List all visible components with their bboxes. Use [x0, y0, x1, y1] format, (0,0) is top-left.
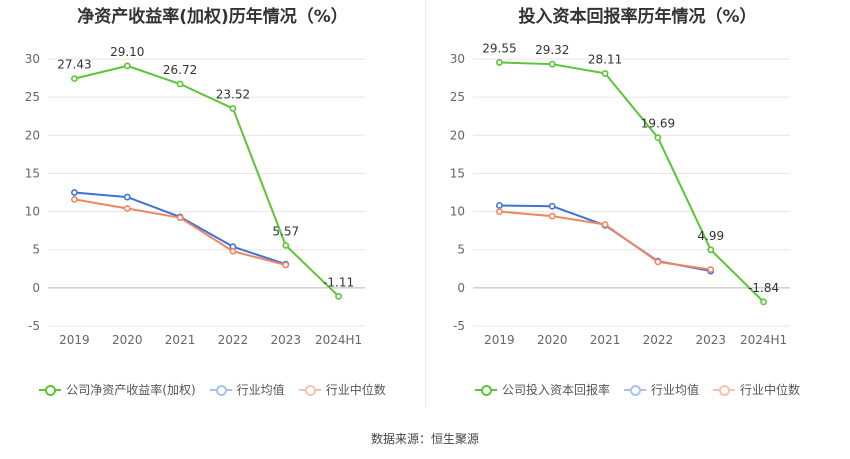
legend-label: 行业中位数 [325, 383, 386, 397]
data-point [654, 258, 662, 266]
y-tick-label: 15 [25, 166, 40, 180]
legend-item-company[interactable]: 公司投入资本回报率 [474, 381, 610, 398]
legend-line-marker-icon [209, 384, 232, 396]
x-tick-label: 2023 [270, 333, 301, 347]
data-label: 5.57 [272, 224, 299, 238]
data-label: 19.69 [641, 117, 675, 131]
x-tick-label: 2020 [112, 333, 143, 347]
data-label: 27.43 [57, 58, 91, 72]
series-line [74, 64, 340, 298]
data-label: 4.99 [697, 229, 724, 243]
series-line [74, 191, 287, 266]
chart-panel-roe: 净资产收益率(加权)历年情况（%） -5 0 5 10 15 20 25 30 2019 2020… [0, 0, 425, 420]
y-tick-label: 20 [450, 128, 465, 142]
legend-line-marker-icon [39, 384, 62, 396]
legend: 公司投入资本回报率 行业均值 行业中位数 [425, 381, 850, 398]
series-line [499, 61, 765, 303]
line-chart-roic: -5 0 5 10 15 20 25 30 2019 2020 2021 2022 2023 2024H1… [450, 41, 790, 347]
y-tick-label: -5 [28, 319, 40, 333]
legend-label: 行业中位数 [740, 383, 801, 397]
data-point [496, 208, 503, 215]
legend-label: 公司净资产收益率(加权) [66, 383, 196, 397]
data-label: -1.11 [323, 275, 354, 289]
series-line [74, 198, 287, 266]
data-point [176, 214, 184, 222]
legend-label: 公司投入资本回报率 [501, 383, 610, 397]
data-point [601, 221, 609, 228]
data-point [176, 80, 184, 88]
data-label: 26.72 [163, 63, 197, 77]
data-point [548, 60, 556, 68]
x-tick-label: 2023 [695, 333, 726, 347]
y-tick-label: 10 [25, 205, 40, 219]
data-point [71, 189, 78, 196]
x-tick-label: 2024H1 [315, 333, 362, 347]
data-label: 28.11 [588, 52, 622, 66]
data-point [282, 241, 290, 249]
chart-title: 净资产收益率(加权)历年情况（%） [77, 7, 348, 27]
data-point [496, 59, 503, 66]
legend-label: 行业均值 [236, 383, 285, 397]
legend: 公司净资产收益率(加权) 行业均值 行业中位数 [0, 381, 425, 398]
x-tick-label: 2019 [59, 333, 90, 347]
data-point [71, 195, 78, 203]
data-point [496, 202, 503, 209]
legend-line-marker-icon [623, 384, 646, 396]
y-tick-label: 5 [457, 243, 465, 257]
y-tick-label: 5 [32, 243, 40, 257]
x-tick-label: 2022 [643, 333, 674, 347]
data-label: 29.55 [482, 41, 516, 55]
data-point [548, 202, 556, 210]
legend-item-industry-median[interactable]: 行业中位数 [298, 381, 386, 398]
data-point [123, 62, 131, 70]
legend-item-company[interactable]: 公司净资产收益率(加权) [39, 381, 196, 398]
data-point [760, 298, 767, 306]
legend-line-marker-icon [298, 384, 321, 396]
y-tick-label: 20 [25, 128, 40, 142]
data-label: 23.52 [216, 87, 250, 101]
data-point [707, 266, 715, 273]
legend-line-marker-icon [474, 384, 497, 396]
y-tick-label: 30 [450, 52, 465, 66]
chart-title: 投入资本回报率历年情况（%） [518, 7, 757, 27]
data-point [71, 75, 78, 83]
legend-label: 行业均值 [650, 383, 699, 397]
x-tick-label: 2019 [484, 333, 515, 347]
x-tick-label: 2024H1 [740, 333, 787, 347]
data-point [229, 247, 237, 255]
data-point [601, 70, 609, 77]
data-point [707, 246, 715, 254]
y-tick-label: -5 [453, 319, 465, 333]
x-tick-label: 2022 [218, 333, 249, 347]
data-label: 29.32 [535, 43, 569, 57]
y-tick-label: 10 [450, 205, 465, 219]
legend-item-industry-avg[interactable]: 行业均值 [623, 381, 699, 398]
y-tick-label: 0 [457, 281, 465, 295]
x-tick-label: 2020 [537, 333, 568, 347]
panel-divider [425, 0, 426, 408]
data-label: 29.10 [110, 45, 144, 59]
line-chart-roe: -5 0 5 10 15 20 25 30 2019 2020 2021 2022 2023 2024H1… [25, 45, 365, 347]
y-tick-label: 0 [32, 281, 40, 295]
data-point [654, 134, 662, 142]
data-point [123, 193, 131, 201]
data-source: 数据来源：恒生聚源 [370, 432, 479, 446]
y-tick-label: 25 [450, 90, 465, 104]
chart-panel-roic: 投入资本回报率历年情况（%） -5 0 5 10 15 20 25 30 2019 2020 202… [425, 0, 850, 420]
legend-item-industry-median[interactable]: 行业中位数 [713, 381, 800, 398]
legend-line-marker-icon [713, 384, 735, 396]
x-tick-label: 2021 [165, 333, 196, 347]
data-point [548, 212, 556, 220]
data-point [335, 292, 342, 300]
y-tick-label: 30 [25, 52, 40, 66]
y-tick-label: 15 [450, 166, 465, 180]
x-tick-label: 2021 [590, 333, 621, 347]
legend-item-industry-avg[interactable]: 行业均值 [209, 381, 285, 398]
data-label: -1.84 [748, 281, 779, 295]
y-tick-label: 25 [25, 90, 40, 104]
data-point [229, 105, 237, 112]
series-line [499, 210, 711, 271]
data-point [282, 261, 290, 269]
data-point [123, 205, 131, 212]
